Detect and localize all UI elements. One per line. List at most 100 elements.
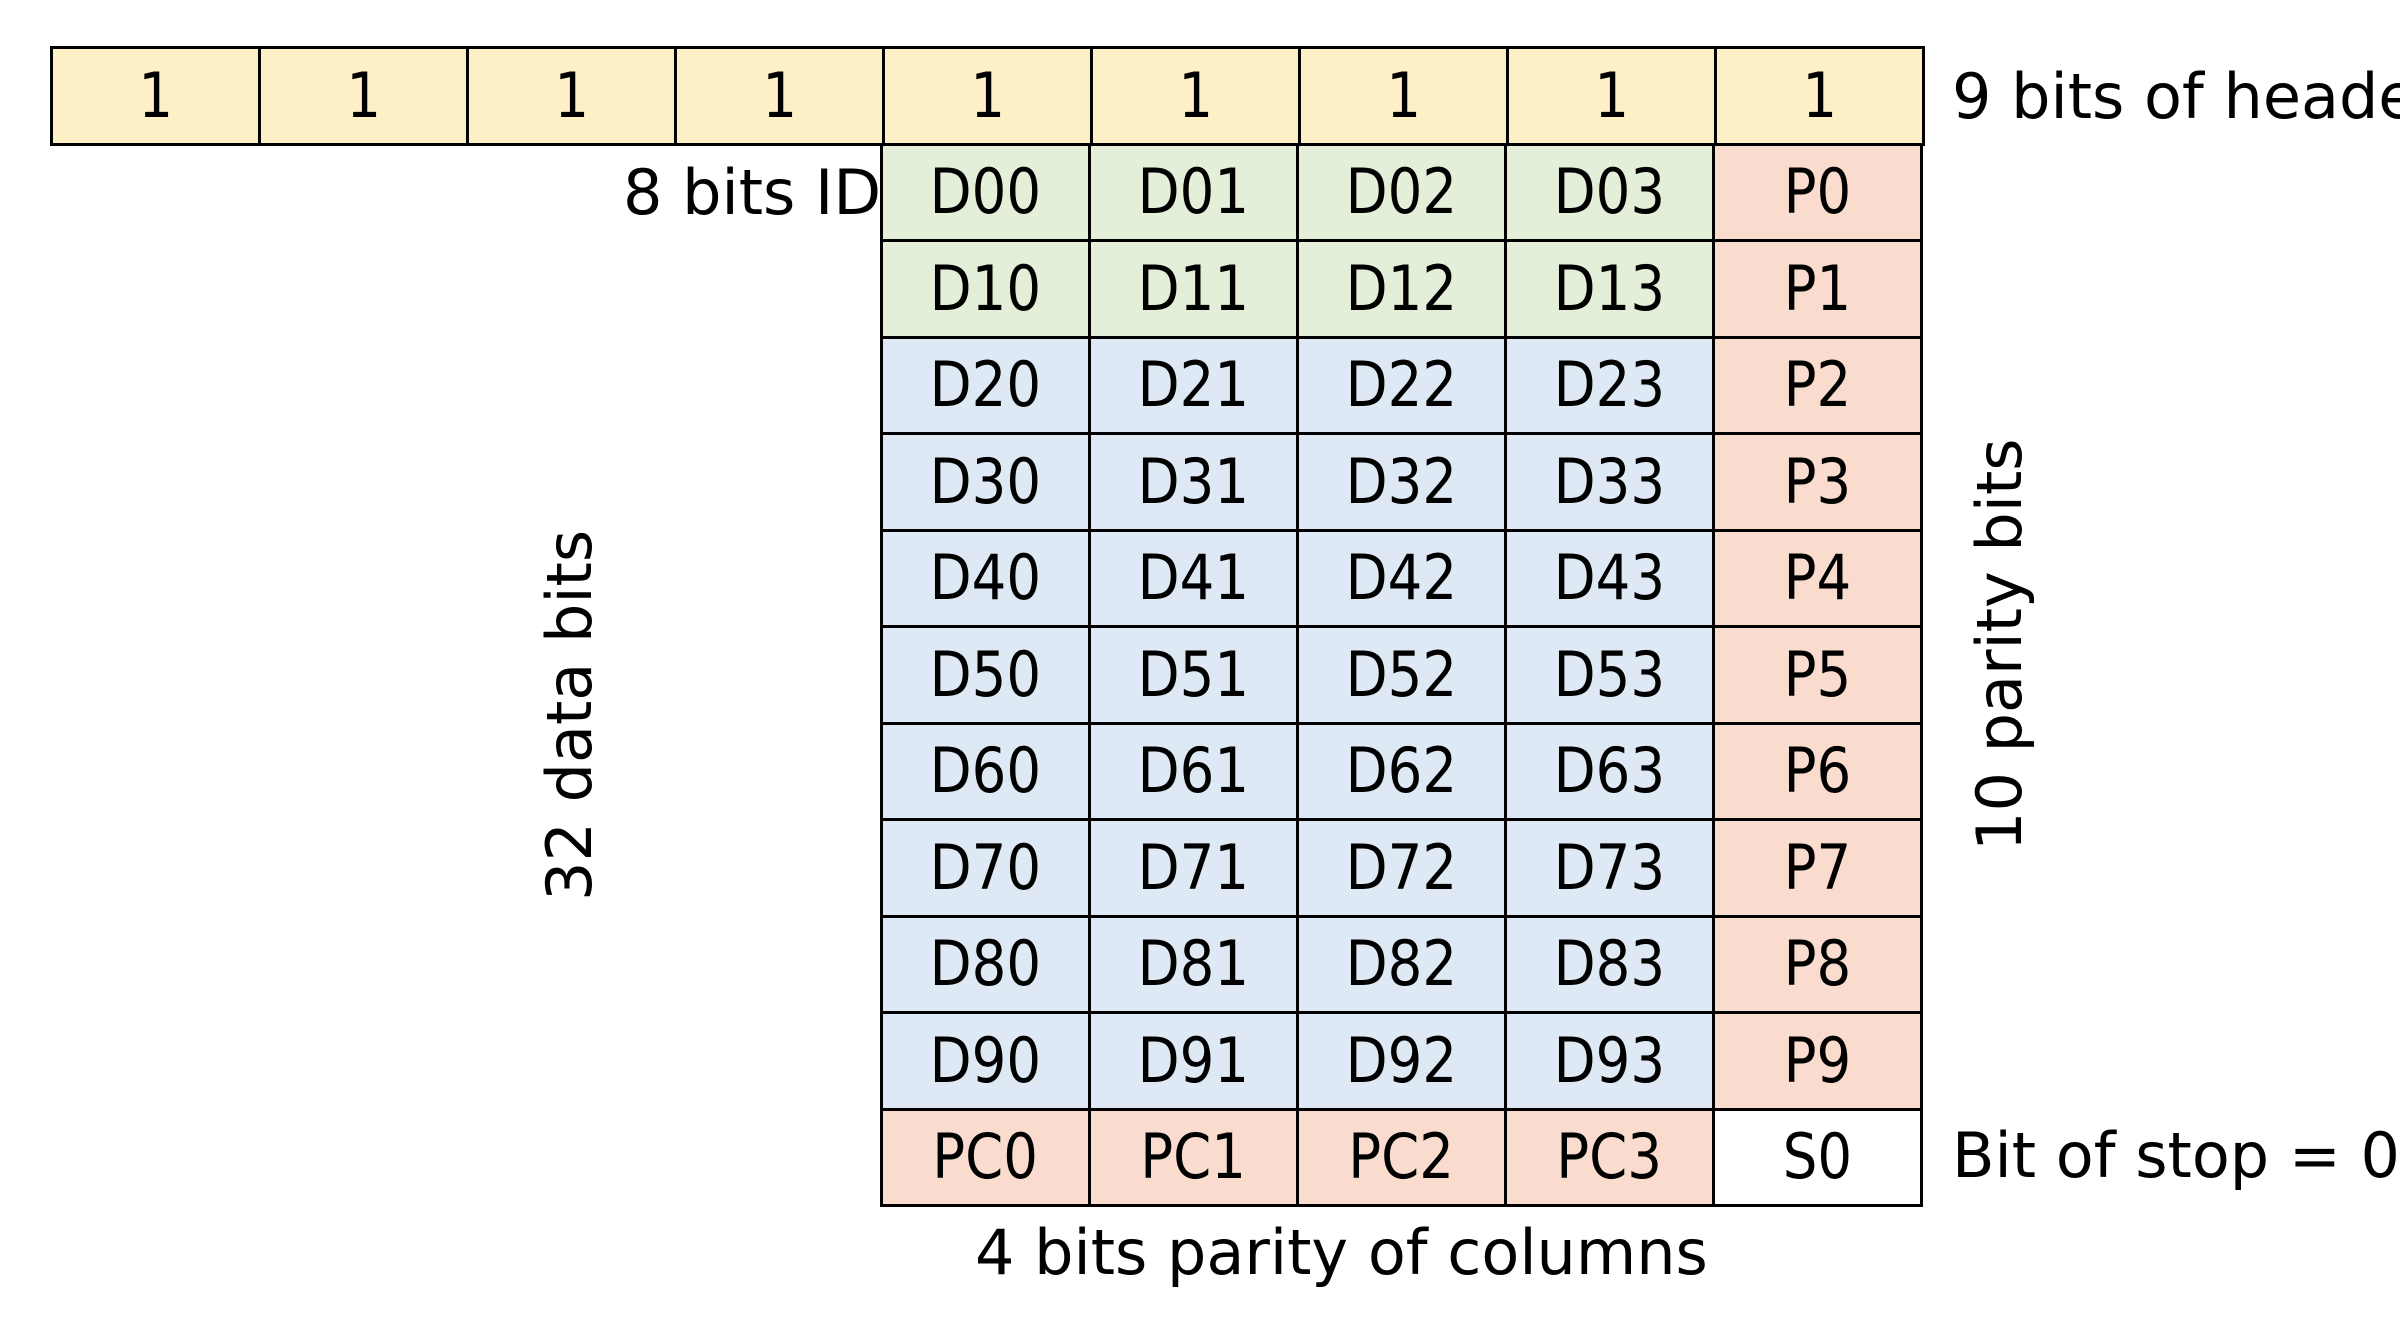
header-bit-1: 1 [258, 46, 469, 146]
data-bit-cell-text: D01 [1137, 155, 1250, 229]
row-parity-cell-text: P2 [1783, 348, 1852, 422]
header-bit-2: 1 [466, 46, 677, 146]
header-bit-0-text: 1 [138, 58, 173, 132]
data-bit-cell: D82 [1296, 914, 1507, 1014]
data-bit-cell-text: D11 [1137, 251, 1250, 325]
data-bit-cell-text: D12 [1345, 251, 1458, 325]
header-bit-8-text: 1 [1802, 58, 1837, 132]
row-parity-cell: P2 [1712, 335, 1923, 435]
header-bit-5: 1 [1090, 46, 1301, 146]
stop-bit-cell: S0 [1712, 1107, 1923, 1207]
header-bit-0: 1 [50, 46, 261, 146]
data-bit-cell-text: D21 [1137, 348, 1250, 422]
data-bit-cell: D12 [1296, 239, 1507, 339]
parity-bits-label: 10 parity bits [1963, 438, 2036, 851]
data-bit-cell: D42 [1296, 528, 1507, 628]
header-bit-4-text: 1 [970, 58, 1005, 132]
data-bit-cell: D11 [1088, 239, 1299, 339]
data-bit-cell-text: D51 [1137, 637, 1250, 711]
data-bit-cell-text: D22 [1345, 348, 1458, 422]
data-bit-cell-text: D42 [1345, 541, 1458, 615]
data-bit-cell-text: D41 [1137, 541, 1250, 615]
data-bit-cell-text: D52 [1345, 637, 1458, 711]
data-bit-cell: D83 [1504, 914, 1715, 1014]
data-bit-cell: D41 [1088, 528, 1299, 628]
data-bit-cell-text: D61 [1137, 734, 1250, 808]
data-bit-cell-text: D90 [929, 1023, 1042, 1097]
data-bit-cell: D30 [880, 432, 1091, 532]
data-bit-cell: D61 [1088, 721, 1299, 821]
row-parity-cell: P5 [1712, 625, 1923, 725]
column-parity-cell-text: PC1 [1140, 1120, 1247, 1194]
row-parity-cell-text: P6 [1783, 734, 1852, 808]
data-bit-cell-text: D20 [929, 348, 1042, 422]
data-bit-cell: D53 [1504, 625, 1715, 725]
header-bit-3: 1 [674, 46, 885, 146]
data-bit-cell-text: D70 [929, 830, 1042, 904]
row-parity-cell-text: P3 [1783, 444, 1852, 518]
data-bit-cell: D73 [1504, 818, 1715, 918]
data-bit-cell: D13 [1504, 239, 1715, 339]
data-bit-cell-text: D63 [1553, 734, 1666, 808]
column-parity-cell-text: PC3 [1556, 1120, 1663, 1194]
data-bit-cell: D01 [1088, 142, 1299, 242]
data-bit-cell-text: D33 [1553, 444, 1666, 518]
data-bit-cell-text: D40 [929, 541, 1042, 615]
data-bit-cell-text: D32 [1345, 444, 1458, 518]
data-bit-cell: D40 [880, 528, 1091, 628]
data-bit-cell-text: D30 [929, 444, 1042, 518]
data-bit-cell: D23 [1504, 335, 1715, 435]
data-bit-cell: D63 [1504, 721, 1715, 821]
data-bit-cell-text: D72 [1345, 830, 1458, 904]
data-bit-cell: D71 [1088, 818, 1299, 918]
header-bit-5-text: 1 [1178, 58, 1213, 132]
data-bit-cell-text: D31 [1137, 444, 1250, 518]
data-bit-cell-text: D92 [1345, 1023, 1458, 1097]
data-bit-cell-text: D03 [1553, 155, 1666, 229]
row-parity-cell-text: P4 [1783, 541, 1852, 615]
data-bit-cell: D00 [880, 142, 1091, 242]
id-label: 8 bits ID [623, 156, 882, 229]
data-bit-cell-text: D81 [1137, 927, 1250, 1001]
row-parity-cell-text: P9 [1783, 1023, 1852, 1097]
header-bit-1-text: 1 [346, 58, 381, 132]
column-parity-cell: PC3 [1504, 1107, 1715, 1207]
data-bit-cell-text: D73 [1553, 830, 1666, 904]
row-parity-cell-text: P1 [1783, 251, 1852, 325]
row-parity-cell: P9 [1712, 1011, 1923, 1111]
header-label: 9 bits of header [1952, 60, 2400, 133]
data-bit-cell-text: D02 [1345, 155, 1458, 229]
data-bit-cell: D52 [1296, 625, 1507, 725]
data-bit-cell: D91 [1088, 1011, 1299, 1111]
row-parity-cell-text: P0 [1783, 155, 1852, 229]
data-bit-cell-text: D80 [929, 927, 1042, 1001]
data-bit-cell-text: D83 [1553, 927, 1666, 1001]
data-bit-cell-text: D53 [1553, 637, 1666, 711]
data-bit-cell-text: D00 [929, 155, 1042, 229]
data-bit-cell-text: D50 [929, 637, 1042, 711]
row-parity-cell: P3 [1712, 432, 1923, 532]
data-bit-cell: D93 [1504, 1011, 1715, 1111]
data-bit-cell: D90 [880, 1011, 1091, 1111]
column-parity-cell-text: PC2 [1348, 1120, 1455, 1194]
header-bit-7-text: 1 [1594, 58, 1629, 132]
data-bit-cell: D31 [1088, 432, 1299, 532]
data-bit-cell-text: D93 [1553, 1023, 1666, 1097]
data-bit-cell-text: D13 [1553, 251, 1666, 325]
data-bit-cell: D92 [1296, 1011, 1507, 1111]
data-bit-cell: D02 [1296, 142, 1507, 242]
data-bit-cell-text: D82 [1345, 927, 1458, 1001]
data-bit-cell: D03 [1504, 142, 1715, 242]
row-parity-cell-text: P8 [1783, 927, 1852, 1001]
row-parity-cell: P8 [1712, 914, 1923, 1014]
row-parity-cell-text: P5 [1783, 637, 1852, 711]
column-parity-cell: PC2 [1296, 1107, 1507, 1207]
data-bit-cell-text: D43 [1553, 541, 1666, 615]
data-bits-label: 32 data bits [533, 529, 606, 901]
header-bit-6-text: 1 [1386, 58, 1421, 132]
header-bit-4: 1 [882, 46, 1093, 146]
data-bit-cell: D70 [880, 818, 1091, 918]
data-bit-cell: D50 [880, 625, 1091, 725]
data-bit-cell: D60 [880, 721, 1091, 821]
data-bit-cell-text: D10 [929, 251, 1042, 325]
